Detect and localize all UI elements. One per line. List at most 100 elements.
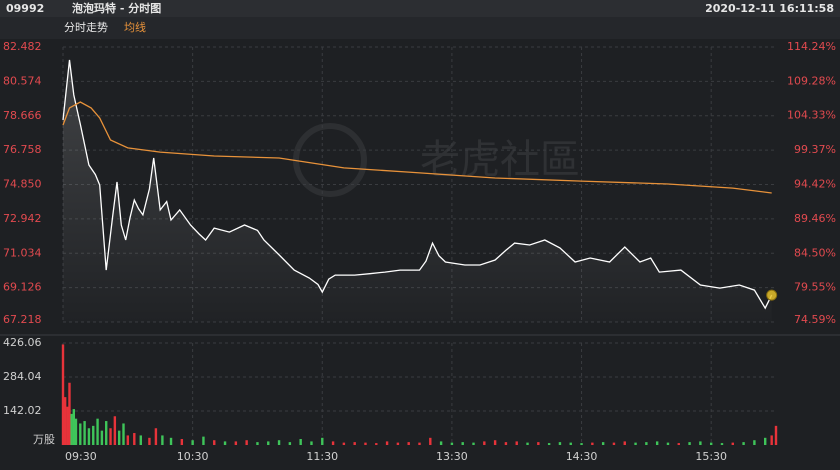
- volume-bar: [699, 441, 702, 445]
- volume-bar: [70, 413, 73, 445]
- volume-bar: [267, 441, 270, 445]
- volume-bar: [753, 440, 756, 445]
- volume-bar: [113, 416, 117, 445]
- volume-bar: [591, 442, 594, 445]
- volume-bar: [277, 440, 281, 445]
- volume-bar: [74, 418, 78, 445]
- volume-bar: [770, 435, 773, 445]
- price-area: [63, 60, 772, 322]
- watermark: 老虎社區: [420, 137, 580, 183]
- volume-bar: [79, 423, 82, 445]
- tab-bar: [0, 17, 840, 39]
- x-tick-label: 11:30: [306, 450, 338, 463]
- volume-bar: [353, 442, 356, 445]
- volume-bar: [645, 442, 648, 445]
- volume-bar: [288, 442, 292, 445]
- volume-bar: [148, 437, 151, 445]
- volume-bar: [191, 440, 194, 445]
- y2-tick-label: 79.55%: [794, 281, 836, 294]
- volume-bar: [450, 442, 454, 445]
- volume-bar: [429, 437, 432, 445]
- volume-bar: [256, 442, 259, 445]
- volume-bar: [677, 443, 680, 445]
- volume-bar: [720, 443, 724, 445]
- tab[interactable]: 分时走势: [64, 21, 108, 34]
- volume-bar: [407, 442, 410, 445]
- volume-bar: [299, 439, 302, 445]
- volume-bar: [331, 441, 335, 445]
- x-tick-label: 14:30: [566, 450, 598, 463]
- volume-bar: [87, 428, 91, 445]
- stock-code: 09992: [6, 2, 44, 15]
- volume-bar: [100, 430, 104, 445]
- volume-bar: [364, 442, 367, 445]
- volume-bar: [321, 437, 324, 445]
- volume-bar: [122, 423, 125, 445]
- y-tick-label: 426.06: [3, 336, 42, 349]
- x-tick-label: 13:30: [436, 450, 468, 463]
- volume-bar: [666, 442, 670, 445]
- volume-bar: [117, 430, 121, 445]
- volume-bar: [612, 442, 616, 445]
- y-tick-label: 69.126: [3, 281, 42, 294]
- tab[interactable]: 均线: [124, 20, 146, 34]
- volume-bar: [385, 441, 389, 445]
- volume-bar: [375, 443, 378, 445]
- y-tick-label: 76.758: [3, 143, 42, 156]
- last-point: [766, 289, 778, 301]
- volume-bar: [202, 436, 205, 445]
- volume-bar: [139, 435, 142, 445]
- y-tick-label: 71.034: [3, 246, 42, 259]
- y-unit-label: 万股: [33, 433, 55, 446]
- y-tick-label: 284.04: [3, 370, 42, 383]
- volume-bar: [472, 442, 475, 445]
- volume-bar: [547, 443, 551, 445]
- y2-tick-label: 94.42%: [794, 177, 836, 190]
- y2-tick-label: 104.33%: [787, 109, 836, 122]
- volume-bar: [461, 442, 464, 445]
- volume-bar: [213, 440, 216, 445]
- volume-bar: [96, 418, 99, 445]
- volume-bar: [763, 437, 767, 445]
- volume-bar: [742, 442, 745, 445]
- y2-tick-label: 89.46%: [794, 212, 836, 225]
- y2-tick-label: 99.37%: [794, 143, 836, 156]
- volume-bar: [709, 442, 713, 445]
- volume-bar: [161, 435, 164, 445]
- volume-bar: [180, 439, 184, 445]
- volume-bar: [63, 397, 67, 445]
- volume-bar: [655, 441, 659, 445]
- volume-bar: [154, 428, 158, 445]
- volume-bar: [526, 442, 529, 445]
- y2-tick-label: 84.50%: [794, 246, 836, 259]
- y2-tick-label: 114.24%: [787, 40, 836, 53]
- volume-bar: [418, 442, 421, 445]
- volume-bar: [72, 409, 76, 445]
- volume-bar: [83, 421, 86, 445]
- x-tick-label: 09:30: [65, 450, 97, 463]
- volume-bar: [68, 382, 71, 445]
- y-tick-label: 67.218: [3, 313, 42, 326]
- volume-bar: [493, 440, 497, 445]
- y-tick-label: 72.942: [3, 212, 42, 225]
- y-tick-label: 80.574: [3, 74, 42, 87]
- volume-bar: [169, 437, 173, 445]
- volume-bar: [133, 433, 136, 445]
- x-tick-label: 15:30: [695, 450, 727, 463]
- volume-bar: [342, 442, 346, 445]
- y-tick-label: 78.666: [3, 109, 42, 122]
- price-line: [62, 59, 773, 310]
- volume-bar: [92, 425, 95, 445]
- volume-bar: [580, 443, 583, 445]
- header-bar: [0, 0, 840, 17]
- volume-bar: [66, 406, 69, 445]
- volume-bar: [515, 441, 518, 445]
- volume-bar: [223, 441, 227, 445]
- y2-tick-label: 109.28%: [787, 74, 836, 87]
- y-tick-label: 74.850: [3, 178, 42, 191]
- volume-bar: [774, 425, 778, 445]
- volume-bar: [310, 441, 313, 445]
- volume-bar: [61, 344, 65, 445]
- volume-bar: [234, 441, 238, 445]
